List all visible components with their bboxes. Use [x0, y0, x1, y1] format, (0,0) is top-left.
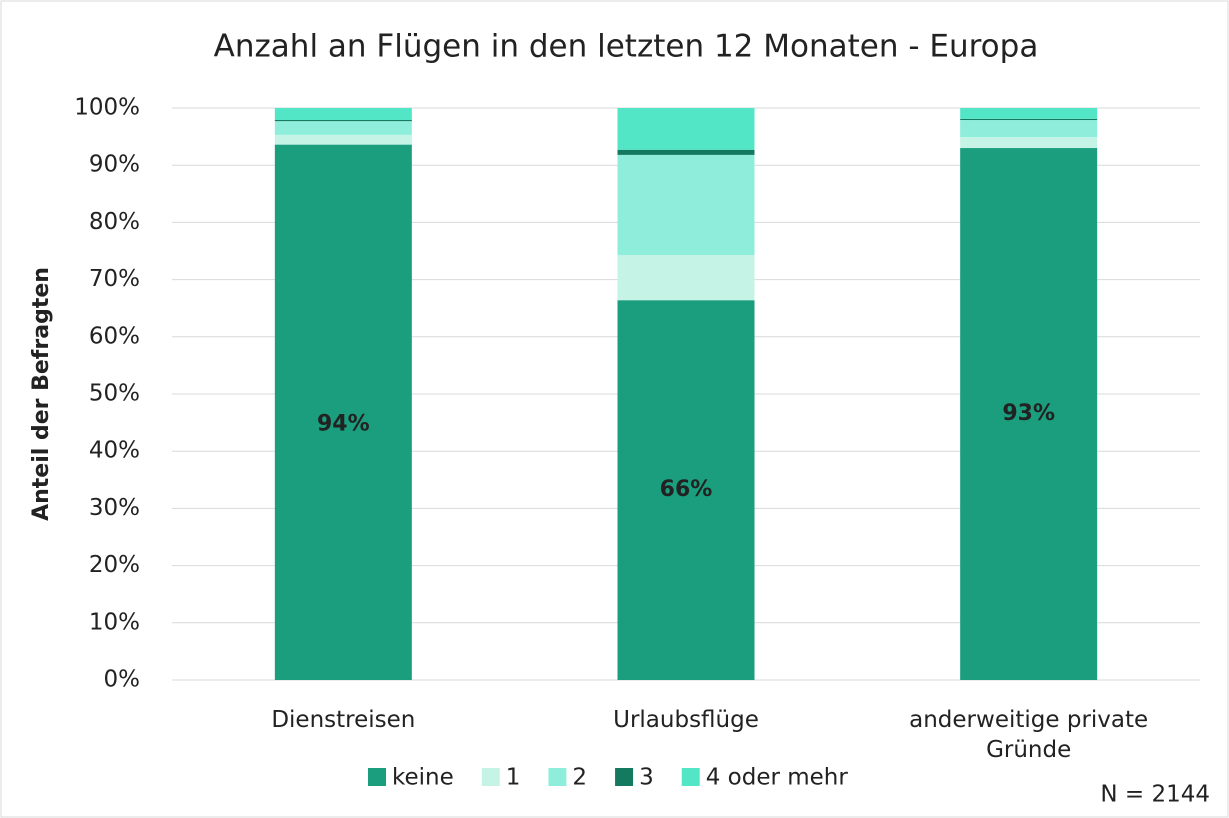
y-tick-label: 80% [89, 209, 140, 235]
legend-label: 2 [572, 765, 587, 791]
y-tick-label: 50% [89, 381, 140, 407]
x-tick-label: Urlaubsflüge [613, 707, 759, 733]
bar-segment [960, 137, 1098, 149]
legend-swatch [615, 768, 634, 786]
bar-segment [960, 148, 1098, 681]
y-tick-label: 40% [89, 438, 140, 464]
y-tick-label: 30% [89, 495, 140, 521]
chart-title: Anzahl an Flügen in den letzten 12 Monat… [214, 29, 1039, 65]
bar-segment [617, 300, 755, 680]
legend-swatch [548, 768, 567, 786]
bar-segment [274, 108, 412, 121]
y-tick-label: 0% [104, 667, 141, 693]
bar-segment [274, 144, 412, 680]
legend-label: keine [392, 765, 454, 791]
legend-swatch [681, 768, 700, 786]
bar-segment [960, 118, 1098, 121]
legend-label: 4 oder mehr [706, 765, 849, 791]
x-tick-label: anderweitige private Gründe [909, 707, 1149, 763]
data-label: 94% [317, 411, 370, 436]
y-tick-label: 20% [89, 552, 140, 578]
y-tick-label: 10% [89, 609, 140, 635]
bar-segment [274, 134, 412, 145]
y-axis-label: Anteil der Befragten [29, 267, 54, 521]
x-tick-label: Dienstreisen [271, 707, 416, 733]
bar-segment [274, 120, 412, 122]
legend-swatch [481, 768, 500, 786]
y-tick-label: 60% [89, 323, 140, 349]
bar-segment [960, 108, 1098, 119]
bar-segment [960, 120, 1098, 138]
data-label: 66% [660, 477, 713, 502]
bar-segment [617, 154, 755, 256]
legend-label: 3 [639, 765, 654, 791]
bar-segment [617, 108, 755, 150]
bar-segment [617, 149, 755, 155]
bar-segment [274, 121, 412, 135]
y-tick-label: 70% [89, 266, 140, 292]
legend-swatch [368, 768, 386, 786]
bar-segment [617, 255, 755, 301]
legend-label: 1 [506, 765, 521, 791]
data-label: 93% [1002, 401, 1055, 426]
annotation: N = 2144 [1100, 782, 1210, 808]
y-tick-label: 100% [74, 95, 140, 121]
y-tick-label: 90% [89, 152, 140, 178]
